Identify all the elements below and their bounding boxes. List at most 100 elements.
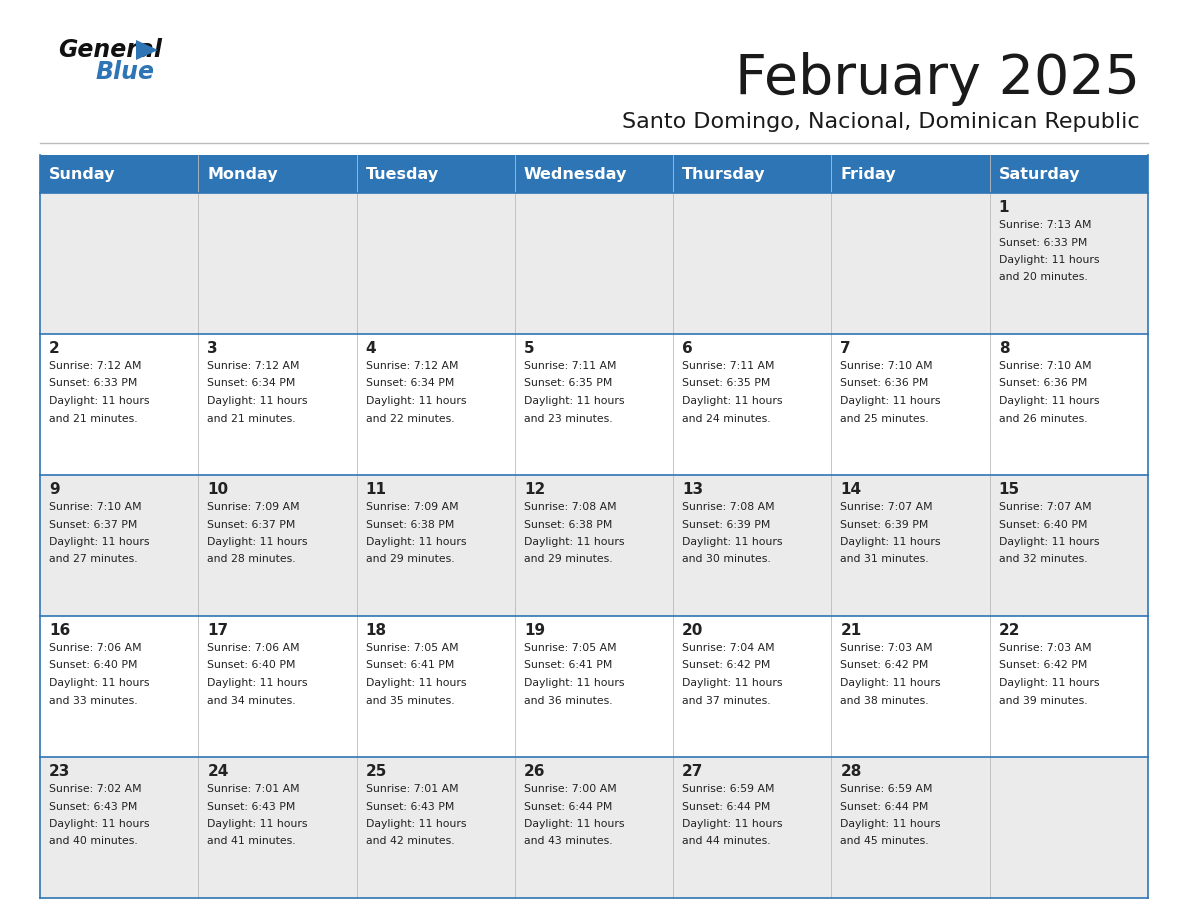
Text: Sunrise: 7:09 AM: Sunrise: 7:09 AM: [366, 502, 459, 512]
Text: 5: 5: [524, 341, 535, 356]
Text: Sunrise: 7:05 AM: Sunrise: 7:05 AM: [524, 643, 617, 653]
Text: 10: 10: [207, 482, 228, 497]
Text: Daylight: 11 hours: Daylight: 11 hours: [999, 537, 1099, 547]
Text: 20: 20: [682, 623, 703, 638]
Bar: [198, 757, 356, 898]
Bar: [40, 155, 198, 193]
Text: Sunrise: 6:59 AM: Sunrise: 6:59 AM: [840, 784, 933, 794]
Text: Sunset: 6:38 PM: Sunset: 6:38 PM: [366, 520, 454, 530]
Text: Daylight: 11 hours: Daylight: 11 hours: [49, 678, 150, 688]
Text: Daylight: 11 hours: Daylight: 11 hours: [366, 396, 466, 406]
Bar: [832, 757, 990, 898]
Text: Monday: Monday: [207, 166, 278, 182]
Text: Sunset: 6:34 PM: Sunset: 6:34 PM: [207, 378, 296, 388]
Text: 14: 14: [840, 482, 861, 497]
Text: Santo Domingo, Nacional, Dominican Republic: Santo Domingo, Nacional, Dominican Repub…: [623, 112, 1140, 132]
Bar: [198, 193, 356, 334]
Text: and 32 minutes.: and 32 minutes.: [999, 554, 1087, 565]
Text: and 22 minutes.: and 22 minutes.: [366, 413, 454, 423]
Text: and 29 minutes.: and 29 minutes.: [524, 554, 613, 565]
Text: Sunset: 6:42 PM: Sunset: 6:42 PM: [682, 660, 771, 670]
Polygon shape: [135, 40, 158, 60]
Text: and 40 minutes.: and 40 minutes.: [49, 836, 138, 846]
Text: and 41 minutes.: and 41 minutes.: [207, 836, 296, 846]
Text: Sunset: 6:43 PM: Sunset: 6:43 PM: [207, 801, 296, 812]
Bar: [198, 334, 356, 475]
Text: Blue: Blue: [96, 60, 154, 84]
Text: Sunset: 6:41 PM: Sunset: 6:41 PM: [366, 660, 454, 670]
Bar: [40, 475, 198, 616]
Text: 6: 6: [682, 341, 693, 356]
Text: Sunset: 6:43 PM: Sunset: 6:43 PM: [49, 801, 138, 812]
Text: 22: 22: [999, 623, 1020, 638]
Text: 16: 16: [49, 623, 70, 638]
Text: Sunset: 6:41 PM: Sunset: 6:41 PM: [524, 660, 612, 670]
Text: Sunrise: 7:12 AM: Sunrise: 7:12 AM: [207, 361, 299, 371]
Text: Sunrise: 7:13 AM: Sunrise: 7:13 AM: [999, 220, 1092, 230]
Text: Sunrise: 7:10 AM: Sunrise: 7:10 AM: [999, 361, 1092, 371]
Text: and 39 minutes.: and 39 minutes.: [999, 696, 1087, 706]
Text: and 23 minutes.: and 23 minutes.: [524, 413, 613, 423]
Text: 4: 4: [366, 341, 377, 356]
Bar: [198, 616, 356, 757]
Text: 8: 8: [999, 341, 1010, 356]
Text: Daylight: 11 hours: Daylight: 11 hours: [999, 255, 1099, 265]
Text: Sunrise: 6:59 AM: Sunrise: 6:59 AM: [682, 784, 775, 794]
Bar: [674, 193, 832, 334]
Text: Daylight: 11 hours: Daylight: 11 hours: [682, 819, 783, 829]
Text: Sunset: 6:37 PM: Sunset: 6:37 PM: [207, 520, 296, 530]
Text: and 29 minutes.: and 29 minutes.: [366, 554, 454, 565]
Text: 24: 24: [207, 764, 228, 779]
Text: Sunrise: 7:04 AM: Sunrise: 7:04 AM: [682, 643, 775, 653]
Bar: [514, 616, 674, 757]
Text: Sunrise: 7:01 AM: Sunrise: 7:01 AM: [366, 784, 459, 794]
Bar: [674, 475, 832, 616]
Bar: [356, 155, 514, 193]
Text: Sunset: 6:38 PM: Sunset: 6:38 PM: [524, 520, 612, 530]
Text: Daylight: 11 hours: Daylight: 11 hours: [682, 537, 783, 547]
Text: Sunset: 6:44 PM: Sunset: 6:44 PM: [682, 801, 771, 812]
Text: Sunrise: 7:07 AM: Sunrise: 7:07 AM: [840, 502, 933, 512]
Text: Sunset: 6:39 PM: Sunset: 6:39 PM: [682, 520, 771, 530]
Bar: [832, 334, 990, 475]
Bar: [356, 616, 514, 757]
Text: Sunset: 6:36 PM: Sunset: 6:36 PM: [840, 378, 929, 388]
Text: Saturday: Saturday: [999, 166, 1080, 182]
Text: 27: 27: [682, 764, 703, 779]
Text: 19: 19: [524, 623, 545, 638]
Text: Sunset: 6:34 PM: Sunset: 6:34 PM: [366, 378, 454, 388]
Bar: [990, 475, 1148, 616]
Bar: [832, 616, 990, 757]
Text: 7: 7: [840, 341, 851, 356]
Text: and 25 minutes.: and 25 minutes.: [840, 413, 929, 423]
Bar: [356, 757, 514, 898]
Text: Sunset: 6:44 PM: Sunset: 6:44 PM: [840, 801, 929, 812]
Text: Sunset: 6:42 PM: Sunset: 6:42 PM: [840, 660, 929, 670]
Text: Sunset: 6:35 PM: Sunset: 6:35 PM: [682, 378, 771, 388]
Text: Sunrise: 7:12 AM: Sunrise: 7:12 AM: [49, 361, 141, 371]
Text: 18: 18: [366, 623, 387, 638]
Bar: [674, 757, 832, 898]
Text: and 44 minutes.: and 44 minutes.: [682, 836, 771, 846]
Text: 12: 12: [524, 482, 545, 497]
Text: Wednesday: Wednesday: [524, 166, 627, 182]
Text: Daylight: 11 hours: Daylight: 11 hours: [207, 819, 308, 829]
Text: Daylight: 11 hours: Daylight: 11 hours: [49, 537, 150, 547]
Text: and 28 minutes.: and 28 minutes.: [207, 554, 296, 565]
Bar: [356, 334, 514, 475]
Text: and 36 minutes.: and 36 minutes.: [524, 696, 613, 706]
Text: Sunset: 6:40 PM: Sunset: 6:40 PM: [999, 520, 1087, 530]
Text: Daylight: 11 hours: Daylight: 11 hours: [524, 678, 625, 688]
Text: and 20 minutes.: and 20 minutes.: [999, 273, 1087, 283]
Text: and 26 minutes.: and 26 minutes.: [999, 413, 1087, 423]
Text: Sunrise: 7:10 AM: Sunrise: 7:10 AM: [49, 502, 141, 512]
Bar: [40, 334, 198, 475]
Text: Sunset: 6:37 PM: Sunset: 6:37 PM: [49, 520, 138, 530]
Text: Sunrise: 7:06 AM: Sunrise: 7:06 AM: [49, 643, 141, 653]
Text: Sunset: 6:44 PM: Sunset: 6:44 PM: [524, 801, 612, 812]
Text: Daylight: 11 hours: Daylight: 11 hours: [524, 396, 625, 406]
Text: and 21 minutes.: and 21 minutes.: [49, 413, 138, 423]
Text: Sunrise: 7:08 AM: Sunrise: 7:08 AM: [682, 502, 775, 512]
Bar: [990, 334, 1148, 475]
Text: 9: 9: [49, 482, 59, 497]
